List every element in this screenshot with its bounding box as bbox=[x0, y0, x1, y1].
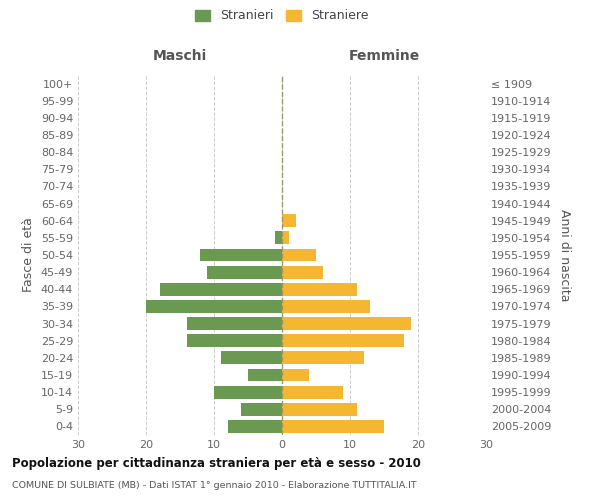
Bar bbox=[282, 214, 296, 227]
Text: Popolazione per cittadinanza straniera per età e sesso - 2010: Popolazione per cittadinanza straniera p… bbox=[12, 458, 421, 470]
Bar bbox=[241, 403, 282, 415]
Bar bbox=[146, 300, 282, 313]
Y-axis label: Anni di nascita: Anni di nascita bbox=[558, 209, 571, 301]
Bar bbox=[282, 232, 289, 244]
Bar bbox=[282, 334, 404, 347]
Bar bbox=[221, 352, 282, 364]
Bar bbox=[282, 300, 370, 313]
Bar bbox=[282, 386, 343, 398]
Bar bbox=[187, 317, 282, 330]
Legend: Stranieri, Straniere: Stranieri, Straniere bbox=[191, 6, 373, 26]
Bar bbox=[207, 266, 282, 278]
Bar bbox=[275, 232, 282, 244]
Bar bbox=[160, 283, 282, 296]
Bar bbox=[282, 352, 364, 364]
Bar bbox=[282, 317, 411, 330]
Text: Maschi: Maschi bbox=[153, 49, 207, 63]
Bar bbox=[248, 368, 282, 382]
Y-axis label: Fasce di età: Fasce di età bbox=[22, 218, 35, 292]
Bar bbox=[227, 420, 282, 433]
Bar bbox=[282, 266, 323, 278]
Bar bbox=[187, 334, 282, 347]
Bar bbox=[214, 386, 282, 398]
Bar bbox=[200, 248, 282, 262]
Text: Femmine: Femmine bbox=[349, 49, 419, 63]
Bar bbox=[282, 420, 384, 433]
Text: COMUNE DI SULBIATE (MB) - Dati ISTAT 1° gennaio 2010 - Elaborazione TUTTITALIA.I: COMUNE DI SULBIATE (MB) - Dati ISTAT 1° … bbox=[12, 481, 416, 490]
Bar bbox=[282, 248, 316, 262]
Bar bbox=[282, 403, 357, 415]
Bar bbox=[282, 368, 309, 382]
Bar bbox=[282, 283, 357, 296]
